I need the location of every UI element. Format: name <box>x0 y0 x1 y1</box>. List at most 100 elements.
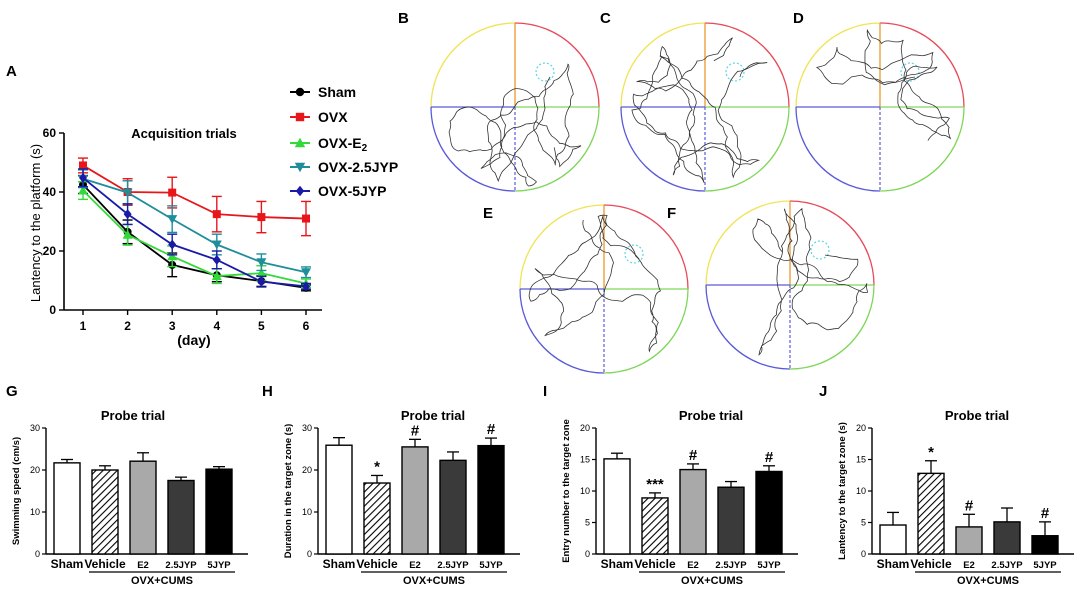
y-tick-label: 20 <box>302 465 312 475</box>
y-axis-label: Duration in the target zone (s) <box>283 424 294 559</box>
panel-i-bar-chart: Probe trial Entry number to the target zo… <box>561 408 798 587</box>
legend-item: OVX-5JYP <box>290 183 386 199</box>
x-tick-label: 5JYP <box>1033 560 1057 571</box>
panel-letter-c: C <box>600 10 611 27</box>
x-tick-label: Sham <box>323 557 356 571</box>
data-point <box>79 161 87 170</box>
data-point <box>302 214 310 223</box>
x-tick-label: E2 <box>137 560 149 571</box>
group-caption: OVX+CUMS <box>403 575 465 587</box>
x-tick-label: Vehicle <box>634 557 676 571</box>
y-tick-label: 10 <box>580 486 590 496</box>
bar-2-5jyp <box>439 459 467 555</box>
panel-letter-j: J <box>819 383 827 400</box>
swim-path <box>815 28 952 141</box>
swim-path-panel-d <box>795 22 965 192</box>
swim-path-panel-e <box>519 204 689 374</box>
y-tick-label: 10 <box>302 507 312 517</box>
legend: Sham OVX OVX-E2 OVX-2.5JYP OVX-5JYP <box>290 84 398 199</box>
x-tick-label: 1 <box>80 319 87 333</box>
bar-chart-panels: Probe trial Swimming speed (cm/s) 0 10 20 30 S… <box>11 408 1074 587</box>
y-tick-label: 20 <box>43 244 57 258</box>
panel-letter-i: I <box>543 383 547 400</box>
series-ovx <box>78 157 311 237</box>
platform-zone <box>900 62 920 82</box>
legend-text: Sham <box>318 84 356 100</box>
platform-zone <box>535 62 555 82</box>
pool-quadrant-sw <box>620 106 706 192</box>
data-point <box>168 188 177 197</box>
pool-quadrant-sw <box>430 106 516 192</box>
bar-vehicle <box>641 497 669 555</box>
bar-sham <box>603 458 631 555</box>
y-axis-label: Entry number to the target zone <box>561 419 572 563</box>
x-tick-label: 2.5JYP <box>437 560 469 571</box>
series-line <box>82 177 307 274</box>
bar-5jyp <box>477 444 505 555</box>
series-ovx-e2 <box>78 180 311 289</box>
swim-path-panels <box>430 22 965 374</box>
legend-marker <box>294 137 306 148</box>
x-tick-label: E2 <box>687 560 699 571</box>
series-layer <box>78 157 311 292</box>
legend-item: Sham <box>290 84 356 100</box>
significance-mark: *** <box>646 476 664 493</box>
data-point <box>167 215 178 225</box>
swim-path-panel-f <box>705 200 875 370</box>
significance-mark: # <box>1041 505 1050 522</box>
x-tick-label: Sham <box>51 557 84 571</box>
platform-zone <box>725 62 745 82</box>
x-tick-label: 3 <box>169 319 176 333</box>
y-tick-label: 0 <box>307 549 312 559</box>
swim-path-panel-b <box>430 22 600 192</box>
chart-title: Acquisition trials <box>131 126 236 141</box>
data-point <box>212 210 221 219</box>
x-tick-label: Sham <box>601 557 634 571</box>
swim-path <box>752 207 869 356</box>
bar-e2 <box>955 526 983 555</box>
pool-quadrant-nw <box>705 200 791 286</box>
swim-path-panel-c <box>620 22 790 192</box>
panel-a-line-chart: Acquisition trials Lantency to the platf… <box>28 84 398 348</box>
bar-sham <box>879 524 907 555</box>
panel-letters: A B C D E F G H I J <box>6 10 827 400</box>
y-tick-label: 20 <box>30 465 40 475</box>
significance-mark: # <box>487 421 496 438</box>
series-line <box>82 184 307 289</box>
y-tick-label: 30 <box>302 423 312 433</box>
x-tick-label: 2.5JYP <box>715 560 747 571</box>
legend-marker <box>295 185 305 197</box>
group-caption: OVX+CUMS <box>957 575 1019 587</box>
significance-mark: # <box>765 449 774 466</box>
pool-quadrant-se <box>603 288 689 374</box>
pool-quadrant-se <box>704 106 790 192</box>
panel-letter-f: F <box>667 205 676 222</box>
pool-quadrant-sw <box>705 284 791 370</box>
platform-zone <box>624 244 644 264</box>
bar-2-5jyp <box>167 479 195 555</box>
x-tick-label: Vehicle <box>910 557 952 571</box>
pool-quadrant-se <box>879 106 965 192</box>
x-tick-label: Vehicle <box>84 557 126 571</box>
panel-g-bar-chart: Probe trial Swimming speed (cm/s) 0 10 20 30 S… <box>11 408 248 587</box>
legend-marker <box>295 112 305 122</box>
legend-label: OVX-2.5JYP <box>318 159 398 175</box>
pool-quadrant-ne <box>603 204 689 290</box>
legend-text: OVX-5JYP <box>318 183 386 199</box>
x-tick-label: 5JYP <box>207 560 231 571</box>
data-point <box>78 185 88 195</box>
data-point <box>168 239 177 250</box>
y-tick-label: 30 <box>30 423 40 433</box>
data-point <box>257 213 266 222</box>
significance-mark: * <box>928 444 934 461</box>
series-line <box>82 189 307 285</box>
y-tick-label: 0 <box>35 549 40 559</box>
pool-quadrant-se <box>789 284 875 370</box>
chart-title: Probe trial <box>101 408 165 423</box>
platform-zone <box>810 240 830 260</box>
y-axis-label: Swimming speed (cm/s) <box>11 437 22 545</box>
pool-quadrant-ne <box>514 22 600 108</box>
data-point <box>212 254 221 265</box>
y-tick-label: 5 <box>861 518 866 528</box>
series-sham <box>78 175 311 292</box>
